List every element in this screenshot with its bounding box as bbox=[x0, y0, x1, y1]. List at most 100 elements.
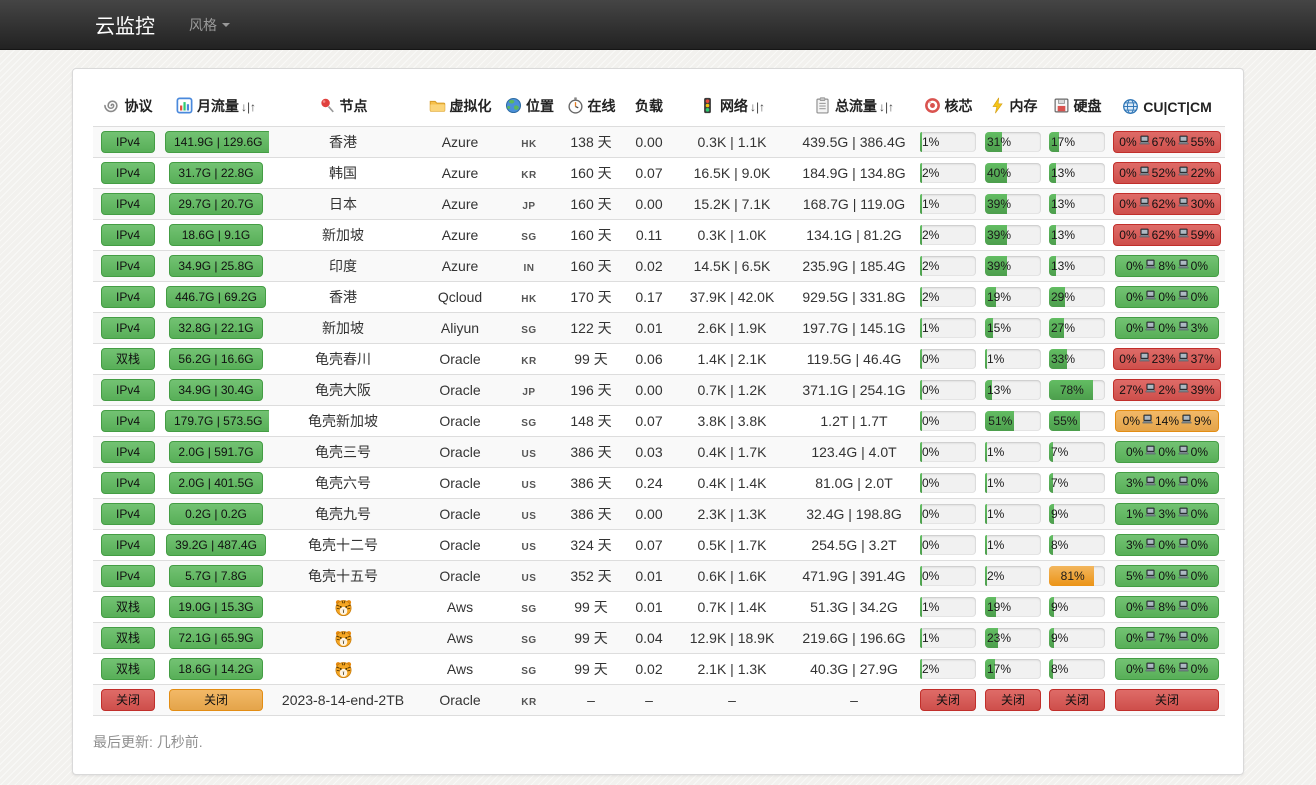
online-days: 160 天 bbox=[570, 165, 612, 181]
sort-arrows[interactable]: ↓|↑ bbox=[240, 100, 257, 114]
col-header-label: 在线 bbox=[587, 98, 616, 114]
laptop-icon bbox=[1176, 506, 1191, 522]
latency-value: 0% bbox=[1119, 135, 1137, 149]
table-row: 双栈 18.6G | 14.2G Aws SG 99 天 0.02 2.1K | 1.3K 4… bbox=[93, 653, 1225, 685]
laptop-icon bbox=[1176, 351, 1191, 367]
latency-value: 2% bbox=[1158, 383, 1176, 397]
location-code: JP bbox=[522, 201, 536, 212]
monthly-traffic-badge: 446.7G | 69.2G bbox=[166, 286, 266, 308]
location-code: US bbox=[521, 573, 537, 584]
latency-value: 0% bbox=[1119, 197, 1137, 211]
protocol-badge: IPv4 bbox=[101, 317, 155, 339]
laptop-icon bbox=[1176, 134, 1191, 150]
laptop-icon bbox=[1176, 227, 1191, 243]
latency-value: 0% bbox=[1125, 321, 1144, 335]
disk-progress-bar: 8% bbox=[1049, 659, 1105, 679]
memory-progress-bar: 19% bbox=[985, 597, 1041, 617]
col-header-location: 位置 bbox=[503, 87, 555, 127]
progress-label: 1% bbox=[922, 600, 940, 614]
progress-label: 0% bbox=[922, 383, 940, 397]
latency-value: 8% bbox=[1158, 259, 1176, 273]
col-header-label: 节点 bbox=[339, 98, 368, 114]
laptop-icon bbox=[1176, 568, 1191, 584]
monthly-traffic-badge: 56.2G | 16.6G bbox=[169, 348, 263, 370]
latency-value: 0% bbox=[1158, 538, 1176, 552]
monthly-traffic-badge: 0.2G | 0.2G bbox=[169, 503, 263, 525]
total-traffic: 219.6G | 196.6G bbox=[802, 630, 906, 646]
node-name: 香港 bbox=[329, 289, 357, 305]
col-header-label: 硬盘 bbox=[1073, 98, 1102, 114]
protocol-badge: 双栈 bbox=[101, 627, 155, 649]
clipboard-icon bbox=[814, 98, 835, 114]
laptop-icon bbox=[1137, 227, 1152, 243]
latency-value: 3% bbox=[1158, 507, 1176, 521]
laptop-icon bbox=[1143, 506, 1158, 522]
disk-progress-bar: 9% bbox=[1049, 597, 1105, 617]
total-traffic: 1.2T | 1.7T bbox=[820, 413, 888, 429]
progress-label: 13% bbox=[1051, 259, 1076, 273]
latency-value: 6% bbox=[1158, 662, 1176, 676]
protocol-badge: 关闭 bbox=[101, 689, 155, 711]
laptop-icon bbox=[1176, 289, 1191, 305]
node-name: 龟壳大阪 bbox=[315, 382, 371, 398]
virtualization: Azure bbox=[441, 134, 479, 150]
progress-label: 39% bbox=[987, 228, 1012, 242]
location-code: KR bbox=[521, 170, 537, 181]
col-header-network[interactable]: 网络 ↓|↑ bbox=[671, 87, 793, 127]
progress-label: 0% bbox=[922, 352, 940, 366]
progress-label: 29% bbox=[1051, 290, 1076, 304]
progress-label: 51% bbox=[988, 414, 1013, 428]
latency-value: 62% bbox=[1151, 197, 1176, 211]
sort-arrows[interactable]: ↓|↑ bbox=[749, 100, 766, 114]
col-header-monthly[interactable]: 月流量 ↓|↑ bbox=[163, 87, 269, 127]
virtualization: Oracle bbox=[439, 413, 481, 429]
monthly-traffic-badge: 179.7G | 573.5G bbox=[165, 410, 269, 432]
load-value: 0.02 bbox=[635, 661, 663, 677]
latency-value: 0% bbox=[1190, 290, 1209, 304]
laptop-icon bbox=[1176, 382, 1191, 398]
latency-value: 5% bbox=[1125, 569, 1144, 583]
protocol-badge: IPv4 bbox=[101, 224, 155, 246]
virtualization: Oracle bbox=[439, 537, 481, 553]
protocol-badge: IPv4 bbox=[101, 379, 155, 401]
virtualization: Oracle bbox=[439, 351, 481, 367]
location-code: HK bbox=[521, 139, 537, 150]
protocol-badge: IPv4 bbox=[101, 255, 155, 277]
monthly-traffic-badge: 2.0G | 591.7G bbox=[169, 441, 263, 463]
col-header-label: 网络 bbox=[719, 98, 748, 114]
table-row: IPv4 0.2G | 0.2G 龟壳九号 Oracle US 386 天 0.00 2.3K… bbox=[93, 498, 1225, 530]
paperclip-icon bbox=[104, 98, 125, 114]
progress-label: 17% bbox=[1051, 135, 1076, 149]
latency-value: 0% bbox=[1158, 476, 1176, 490]
laptop-icon bbox=[1143, 537, 1158, 553]
node-name: 日本 bbox=[329, 196, 357, 212]
style-dropdown[interactable]: 风格 bbox=[189, 15, 230, 35]
load-value: 0.06 bbox=[635, 351, 663, 367]
progress-label: 17% bbox=[987, 662, 1012, 676]
location-code: US bbox=[521, 449, 537, 460]
col-header-protocol: 协议 bbox=[93, 87, 163, 127]
latency-value: 0% bbox=[1122, 414, 1140, 428]
total-traffic: 471.9G | 391.4G bbox=[802, 568, 906, 584]
col-header-total[interactable]: 总流量 ↓|↑ bbox=[793, 87, 915, 127]
last-updated-text: 最后更新: 几秒前. bbox=[93, 734, 203, 750]
cpu-progress-bar: 0% bbox=[920, 535, 976, 555]
brand-title[interactable]: 云监控 bbox=[95, 16, 155, 38]
progress-label: 2% bbox=[922, 228, 940, 242]
col-header-label: CU|CT|CM bbox=[1143, 98, 1212, 115]
online-days: 99 天 bbox=[574, 599, 608, 615]
progress-label: 0% bbox=[922, 507, 940, 521]
latency-value: 23% bbox=[1151, 352, 1176, 366]
latency-value: 0% bbox=[1119, 352, 1137, 366]
latency-value: 0% bbox=[1158, 445, 1176, 459]
load-value: 0.00 bbox=[635, 382, 663, 398]
latency-value: 37% bbox=[1190, 352, 1215, 366]
sort-arrows[interactable]: ↓|↑ bbox=[878, 100, 895, 114]
load-value: 0.01 bbox=[635, 599, 663, 615]
progress-label: 23% bbox=[987, 631, 1012, 645]
latency-value: 0% bbox=[1190, 662, 1209, 676]
virtualization: Oracle bbox=[439, 382, 481, 398]
progress-label: 15% bbox=[987, 321, 1012, 335]
cpu-progress-bar: 2% bbox=[920, 163, 976, 183]
online-days: 148 天 bbox=[570, 413, 612, 429]
